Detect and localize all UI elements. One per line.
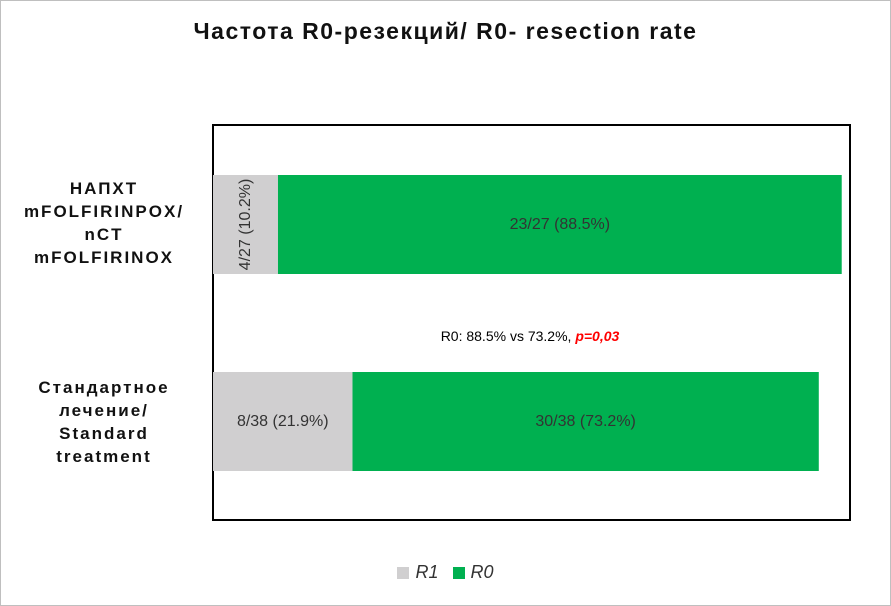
category-label-line: nCT — [84, 225, 124, 244]
bar-r1-2 — [213, 372, 353, 471]
annotation-text: R0: 88.5% vs 73.2%, — [441, 328, 576, 344]
bar-r0-2 — [352, 372, 819, 471]
data-label-r0-1: 23/27 (88.5%) — [510, 216, 611, 233]
plot-area-border — [212, 124, 851, 521]
category-label-line: Standard — [59, 424, 149, 443]
category-label-line: лечение/ — [59, 401, 149, 420]
bar-r0-1 — [277, 175, 842, 274]
category-label-napkht: НАПХТ mFOLFIRINPOX/ nCT mFOLFIRINOX — [4, 177, 204, 269]
category-label-line: mFOLFIRINPOX/ — [23, 202, 185, 221]
category-label-line: mFOLFIRINOX — [33, 248, 175, 267]
category-label-line: treatment — [56, 447, 152, 466]
category-label-line: НАПХТ — [69, 179, 139, 198]
legend-label-r1: R1 — [415, 562, 439, 582]
data-label-r1-1: 4/27 (10.2%) — [237, 179, 254, 271]
p-value: p=0,03 — [574, 328, 619, 344]
legend-label-r0: R0 — [470, 562, 494, 582]
r0-comparison-annotation: R0: 88.5% vs 73.2%, p=0,03 — [441, 328, 620, 344]
bar-r1-1 — [213, 175, 278, 274]
legend: R1 R0 — [0, 562, 891, 583]
category-label-line: Стандартное — [38, 378, 170, 397]
data-label-r1-2: 8/38 (21.9%) — [237, 413, 329, 430]
legend-swatch-r1 — [397, 566, 410, 579]
legend-item-r1: R1 — [397, 562, 439, 583]
chart-title: Частота R0-резекций/ R0- resection rate — [193, 18, 698, 44]
legend-swatch-r0 — [452, 566, 465, 579]
category-label-standard: Стандартное лечение/ Standard treatment — [4, 376, 204, 468]
data-label-r0-2: 30/38 (73.2%) — [535, 413, 636, 430]
legend-item-r0: R0 — [452, 562, 494, 583]
